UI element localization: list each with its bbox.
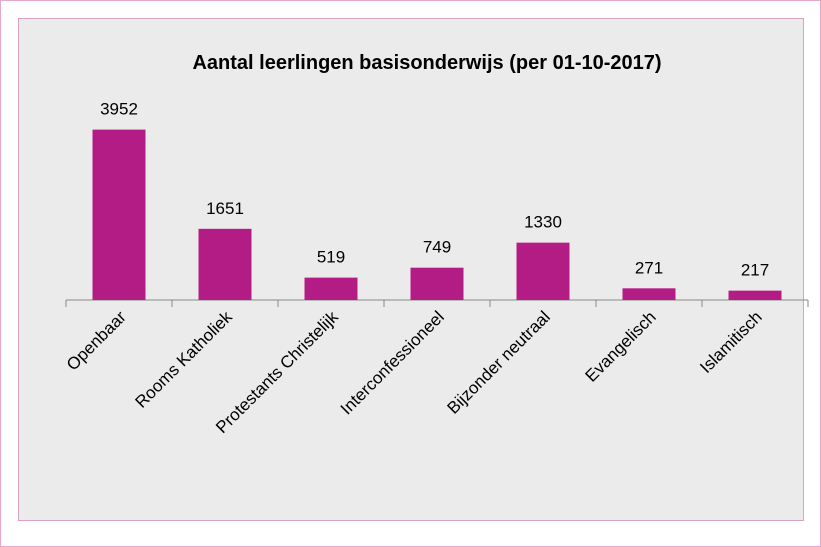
data-label: 217: [741, 261, 769, 280]
bar: [198, 228, 252, 300]
bar: [728, 290, 782, 300]
data-label: 3952: [100, 100, 138, 119]
data-label: 1651: [206, 199, 244, 218]
chart-title: Aantal leerlingen basisonderwijs (per 01…: [192, 52, 661, 74]
data-label: 1330: [524, 213, 562, 232]
data-label: 749: [423, 238, 451, 257]
bar: [304, 277, 358, 300]
bar: [92, 129, 146, 300]
data-label: 519: [317, 248, 345, 267]
data-label: 271: [635, 258, 663, 277]
bar: [622, 288, 676, 300]
bar: [410, 267, 464, 300]
bar: [516, 242, 570, 300]
